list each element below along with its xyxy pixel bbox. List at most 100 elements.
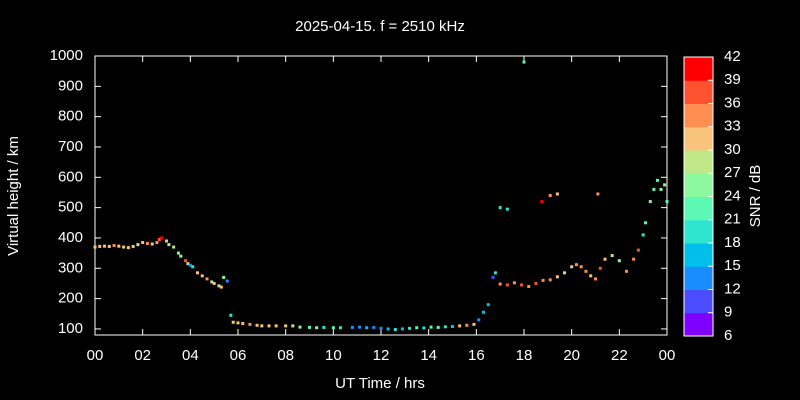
data-point: [191, 265, 195, 269]
colorbar-cell: [684, 126, 713, 151]
data-point: [541, 278, 545, 282]
data-point: [184, 259, 188, 263]
data-point: [93, 245, 97, 249]
colorbar-tick-label: 39: [724, 71, 741, 88]
x-tick-label: 04: [182, 347, 199, 364]
data-point: [291, 324, 295, 328]
data-point: [195, 271, 199, 275]
x-tick-label: 00: [659, 347, 676, 364]
data-point: [598, 266, 602, 270]
data-point: [589, 274, 593, 278]
colorbar-tick-label: 6: [724, 327, 732, 344]
data-point: [393, 328, 397, 332]
data-point: [165, 239, 168, 243]
data-point: [596, 192, 600, 196]
data-point: [167, 243, 171, 247]
data-point: [205, 277, 209, 281]
data-point: [400, 327, 404, 331]
data-point: [131, 244, 135, 248]
data-point: [493, 271, 497, 275]
data-point: [652, 187, 656, 191]
data-point: [498, 282, 502, 286]
data-point: [665, 200, 669, 204]
colorbar-cell: [684, 289, 713, 314]
data-point: [98, 244, 102, 248]
data-point: [512, 281, 516, 285]
data-point: [308, 325, 311, 329]
colorbar-cell: [684, 80, 713, 104]
data-point: [636, 248, 640, 252]
y-tick-label: 100: [58, 320, 83, 337]
y-tick-label: 300: [58, 259, 83, 276]
data-point: [386, 327, 390, 331]
data-point: [236, 321, 240, 325]
data-point: [241, 321, 245, 325]
data-point: [641, 233, 645, 237]
data-point: [540, 200, 544, 204]
data-point: [663, 183, 667, 187]
data-point: [648, 200, 652, 204]
data-point: [298, 325, 302, 329]
colorbar-cell: [684, 196, 713, 221]
x-axis-label: UT Time / hrs: [335, 375, 425, 392]
data-point: [145, 241, 149, 245]
y-tick-label: 900: [58, 77, 83, 94]
data-point: [603, 257, 607, 261]
data-point: [477, 318, 481, 322]
data-point: [200, 274, 204, 278]
data-point: [570, 265, 574, 269]
x-tick-label: 00: [87, 347, 104, 364]
data-point: [429, 325, 433, 329]
colorbar-label: SNR / dB: [747, 165, 764, 228]
y-tick-label: 700: [58, 138, 83, 155]
data-point: [555, 275, 559, 279]
data-point: [186, 262, 190, 266]
data-point: [284, 324, 288, 328]
colorbar-tick-label: 36: [724, 94, 741, 111]
data-point: [210, 280, 214, 284]
data-point: [422, 326, 426, 330]
data-point: [212, 281, 216, 285]
data-point: [267, 324, 271, 328]
x-tick-label: 22: [611, 347, 628, 364]
data-point: [155, 241, 159, 245]
x-tick-label: 18: [516, 347, 533, 364]
data-point: [248, 322, 252, 326]
data-point: [176, 251, 180, 255]
colorbar-tick-label: 18: [724, 234, 741, 251]
colorbar-tick-label: 24: [724, 187, 741, 204]
data-point: [222, 275, 226, 279]
data-point: [486, 303, 490, 307]
colorbar-cell: [684, 103, 713, 128]
y-tick-label: 600: [58, 168, 83, 185]
data-point: [225, 279, 229, 283]
colorbar-tick-label: 30: [724, 141, 741, 158]
data-point: [458, 324, 462, 328]
colorbar-cell: [684, 150, 713, 174]
data-point: [527, 284, 531, 288]
colorbar-tick-label: 9: [724, 304, 732, 321]
colorbar-cell: [684, 57, 713, 81]
data-point: [365, 326, 369, 330]
data-point: [491, 275, 495, 279]
data-point: [632, 257, 636, 261]
colorbar-cell: [684, 243, 713, 267]
y-tick-label: 800: [58, 108, 83, 125]
data-point: [555, 192, 559, 196]
data-point: [255, 323, 259, 327]
data-point: [219, 285, 223, 289]
data-point: [534, 281, 538, 285]
colorbar-tick-label: 12: [724, 280, 741, 297]
data-point: [136, 243, 140, 247]
data-point: [122, 245, 126, 249]
data-point: [231, 320, 235, 324]
data-point: [655, 178, 659, 182]
colorbar-tick-label: 15: [724, 257, 741, 274]
data-point: [157, 237, 161, 241]
data-point: [617, 259, 621, 263]
data-point: [408, 326, 412, 330]
data-point: [659, 187, 663, 191]
data-point: [217, 284, 221, 288]
